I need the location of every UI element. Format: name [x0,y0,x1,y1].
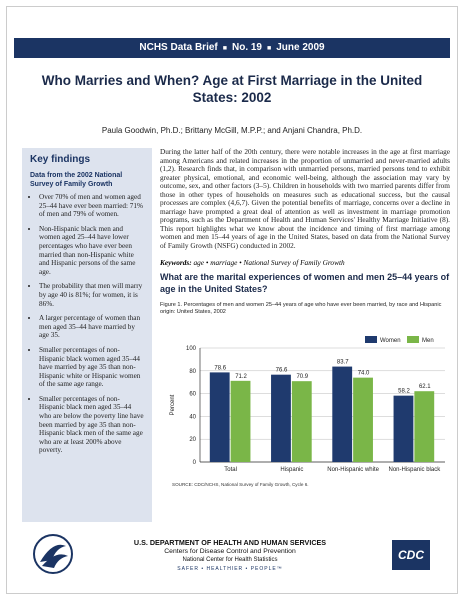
bar [332,366,353,462]
bar [230,380,251,462]
x-tick-label: Hispanic [280,467,303,473]
center: National Center for Health Statistics [182,557,278,563]
bullet: Over 70% of men and women aged 25–44 hav… [39,193,144,219]
title: Who Marries and When? Age at First Marri… [41,73,423,105]
keywords-label: Keywords: [160,258,192,267]
y-tick-label: 0 [193,460,197,466]
date: June 2009 [276,42,325,53]
keywords-list: age • marriage • National Survey of Fami… [193,258,345,267]
key-findings: Key findings Data from the 2002 National… [22,148,152,522]
value-label: 83.7 [337,360,349,366]
y-tick-label: 100 [186,346,197,352]
bullet: The probability that men will marry by a… [39,282,144,308]
bullet: Smaller percentages of non-Hispanic blac… [39,346,144,389]
department: U.S. DEPARTMENT OF HEALTH AND HUMAN SERV… [133,538,327,547]
legend-swatch [407,336,419,343]
bullet: A larger percentage of women than men ag… [39,314,144,340]
key-findings-heading: Key findings [30,154,91,165]
bar [353,377,373,462]
y-tick-label: 20 [189,437,196,443]
bar [271,374,291,462]
bullet: Non-Hispanic black men and women aged 25… [39,225,144,277]
bar [291,381,312,462]
page-border [6,6,458,594]
bullet-list: Over 70% of men and women aged 25–44 hav… [30,193,144,455]
hhs-logo [33,534,73,574]
number: No. 19 [231,42,262,53]
figure-source: SOURCE: CDC/NCHS, National Survey of Fam… [172,482,309,487]
body-text: During the latter half of the 20th centu… [160,147,450,251]
bar [209,372,230,462]
value-label: 58.2 [398,389,410,395]
keywords: Keywords: age • marriage • National Surv… [160,258,450,267]
value-label: 70.9 [296,374,308,380]
footer: U.S. DEPARTMENT OF HEALTH AND HUMAN SERV… [100,538,360,574]
y-axis-label: Percent [170,394,176,415]
value-label: 71.2 [235,374,247,380]
legend-label: Women [380,338,401,344]
agency: Centers for Disease Control and Preventi… [164,548,296,555]
slogan: SAFER • HEALTHIER • PEOPLE™ [177,566,283,572]
cdc-logo: CDC [392,540,430,570]
legend-swatch [365,336,377,343]
series: NCHS Data Brief [139,42,218,53]
y-tick-label: 80 [189,369,196,375]
value-label: 74.0 [358,371,370,377]
authors: Paula Goodwin, Ph.D.; Brittany McGill, M… [101,126,363,135]
figure-caption: Figure 1. Percentages of men and women 2… [160,302,442,315]
bar [393,395,414,462]
value-label: 76.6 [276,368,288,374]
y-tick-label: 60 [189,392,196,398]
y-tick-label: 40 [189,414,196,420]
bullet: Smaller percentages of non-Hispanic blac… [39,395,144,455]
value-label: 62.1 [419,384,431,390]
x-tick-label: Non-Hispanic black [389,467,442,473]
x-tick-label: Non-Hispanic white [327,467,379,473]
section-heading: What are the marital experiences of wome… [160,272,450,294]
header-bar: NCHS Data Brief ■ No. 19 ■ June 2009 [14,38,450,58]
value-label: 78.6 [214,365,226,371]
key-findings-subheading: Data from the 2002 National Survey of Fa… [30,172,123,188]
bar [414,391,435,462]
chart: Percent 0 20 40 60 80 100 Total 78.6 71.2 Hispanic… [170,336,445,473]
x-tick-label: Total [224,467,237,473]
legend-label: Men [422,338,434,344]
